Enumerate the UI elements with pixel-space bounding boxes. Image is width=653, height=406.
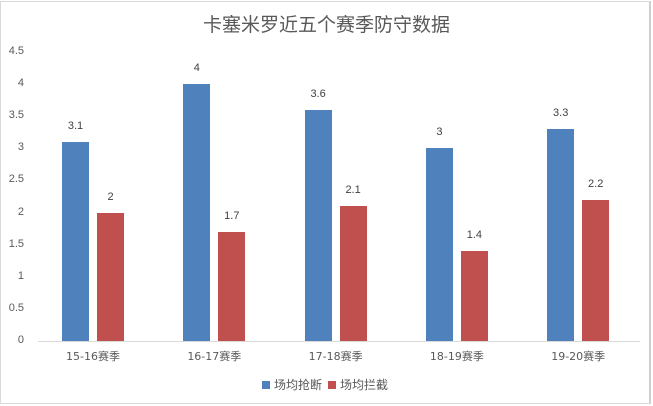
data-label: 1.7 — [224, 209, 240, 222]
x-axis-line — [38, 341, 640, 342]
y-tick-label: 4.5 — [8, 44, 24, 57]
x-tick-label: 19-20赛季 — [551, 350, 606, 363]
data-label: 3.1 — [67, 119, 84, 132]
chart-title: 卡塞米罗近五个赛季防守数据 — [202, 14, 450, 36]
y-tick-label: 1 — [17, 269, 24, 282]
bar — [339, 206, 367, 341]
legend-label: 场均拦截 — [340, 378, 389, 392]
x-tick-label: 18-19赛季 — [429, 350, 484, 363]
bar — [183, 84, 211, 341]
y-tick-label: 0 — [17, 334, 24, 346]
legend-label: 场均抢断 — [274, 378, 323, 392]
y-tick-label: 3.5 — [8, 109, 24, 122]
data-label: 2.2 — [588, 177, 604, 190]
bar — [218, 231, 246, 341]
data-label: 3.6 — [310, 87, 326, 100]
y-tick-label: 3 — [17, 141, 24, 154]
y-tick-label: 1.5 — [8, 237, 24, 250]
data-label: 2.1 — [345, 184, 361, 197]
data-label: 3 — [436, 126, 443, 139]
x-tick-label: 16-17赛季 — [187, 350, 242, 363]
y-tick-label: 2 — [17, 205, 24, 218]
bar — [460, 251, 488, 341]
data-label: 2 — [107, 190, 114, 203]
legend: 场均抢断 场均拦截 — [262, 376, 394, 393]
y-tick-label: 2.5 — [8, 173, 24, 186]
data-label: 4 — [193, 62, 200, 74]
bar — [97, 212, 124, 341]
y-tick-label: 4 — [17, 77, 24, 89]
bar — [582, 199, 610, 341]
data-label: 1.4 — [466, 229, 483, 242]
y-tick-label: 0.5 — [8, 301, 24, 314]
legend-item-steals: 场均抢断 — [262, 376, 322, 393]
legend-swatch-red — [328, 380, 337, 389]
x-tick-label: 15-16赛季 — [66, 350, 120, 363]
x-tick-label: 17-18赛季 — [308, 350, 363, 363]
legend-swatch-blue — [262, 380, 270, 389]
bar — [425, 148, 453, 341]
bar — [547, 128, 575, 341]
data-label: 3.3 — [553, 106, 569, 119]
bar — [304, 109, 332, 341]
legend-item-interceptions: 场均拦截 — [328, 376, 388, 393]
bar — [62, 141, 89, 341]
